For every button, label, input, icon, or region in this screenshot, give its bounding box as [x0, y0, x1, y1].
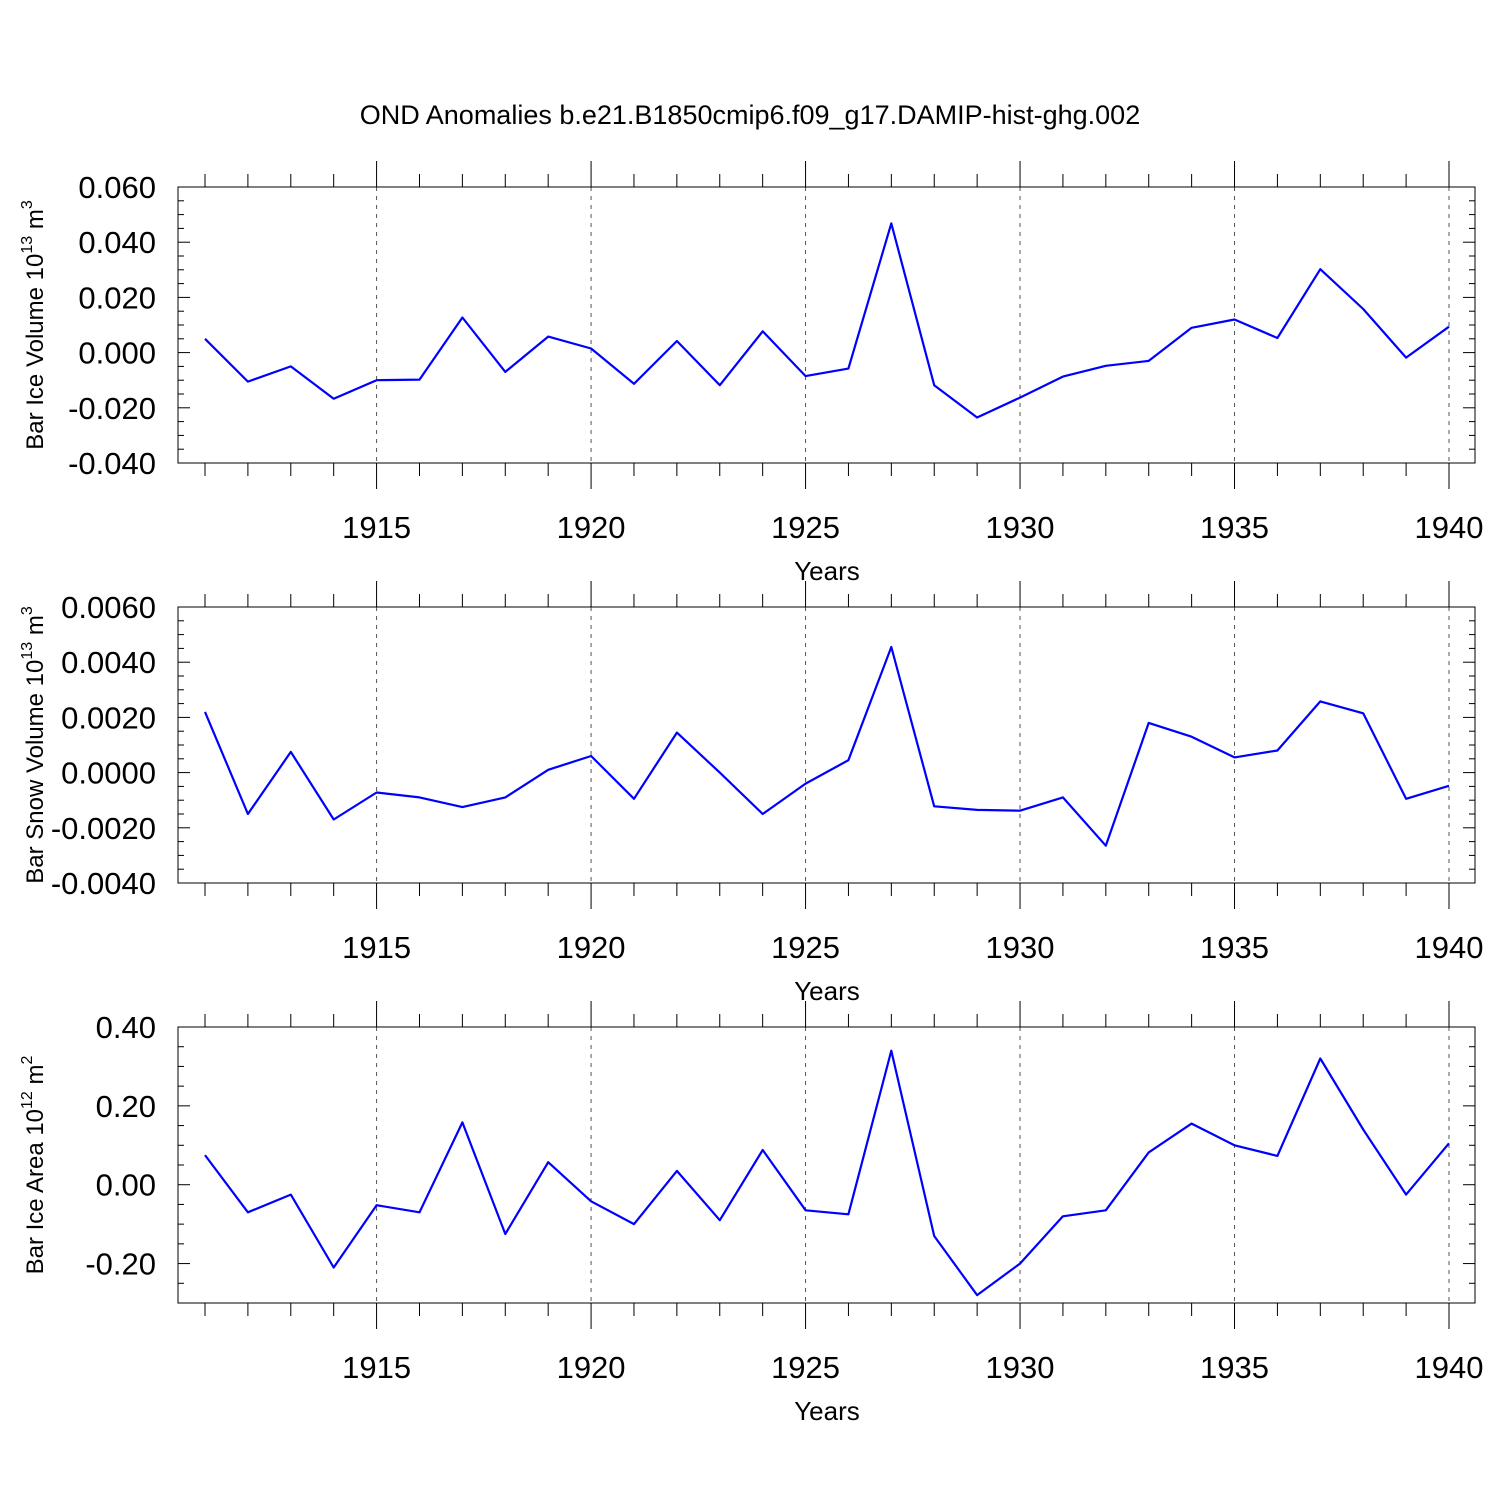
y-tick-label: 0.040 [78, 225, 156, 260]
y-tick-label: -0.040 [68, 446, 156, 481]
x-tick-label: 1915 [342, 510, 411, 545]
plot-frame [177, 1026, 1476, 1304]
x-tick-label: 1935 [1200, 510, 1269, 545]
chart-panels: -0.040 -0.020 0.000 0.020 0.040 0.060 1915 1920… [19, 161, 1483, 1426]
y-tick-label: 0.40 [96, 1010, 156, 1045]
y-tick-label: 0.0060 [61, 590, 156, 625]
y-tick-label: 0.060 [78, 170, 156, 205]
x-tick-label: 1935 [1200, 930, 1269, 965]
x-axis-label: Years [794, 1396, 860, 1426]
plot-frame [177, 606, 1476, 884]
panel-3: -0.20 0.00 0.20 0.40 1915 1920 1925 1930 1935 194… [19, 1001, 1483, 1426]
x-tick-label: 1930 [986, 930, 1055, 965]
panel-2: -0.0040 -0.0020 0.0000 0.0020 0.0040 0.0060 19… [19, 581, 1483, 1006]
y-tick-label: 0.020 [78, 280, 156, 315]
x-axis-label: Years [794, 976, 860, 1006]
panel-1: -0.040 -0.020 0.000 0.020 0.040 0.060 1915 1920… [19, 161, 1483, 586]
x-tick-label: 1920 [557, 510, 626, 545]
x-tick-label: 1925 [771, 930, 840, 965]
plot-frame [177, 186, 1476, 464]
y-tick-label: 0.00 [96, 1168, 156, 1203]
x-tick-label: 1940 [1415, 1350, 1484, 1385]
series-line [204, 1049, 1450, 1297]
y-tick-label: -0.020 [68, 391, 156, 426]
y-axis-label: Bar Snow Volume 1013 m3 [19, 606, 49, 884]
series-line [204, 222, 1450, 419]
y-tick-label: 0.0040 [61, 645, 156, 680]
y-axis-label: Bar Ice Area 1012 m2 [19, 1056, 49, 1275]
x-tick-label: 1940 [1415, 930, 1484, 965]
y-tick-label: -0.0020 [51, 811, 156, 846]
y-axis-label: Bar Ice Volume 1013 m3 [19, 200, 49, 450]
y-tick-label: -0.0040 [51, 866, 156, 901]
x-tick-label: 1925 [771, 1350, 840, 1385]
x-tick-label: 1930 [986, 1350, 1055, 1385]
x-tick-label: 1940 [1415, 510, 1484, 545]
y-tick-label: 0.000 [78, 336, 156, 371]
x-tick-label: 1920 [557, 930, 626, 965]
x-tick-label: 1915 [342, 930, 411, 965]
y-tick-label: 0.20 [96, 1089, 156, 1124]
y-tick-label: 0.0020 [61, 700, 156, 735]
y-tick-label: 0.0000 [61, 756, 156, 791]
x-tick-label: 1920 [557, 1350, 626, 1385]
x-tick-label: 1915 [342, 1350, 411, 1385]
y-tick-label: -0.20 [85, 1247, 156, 1282]
series-line [203, 645, 1450, 847]
x-tick-label: 1930 [986, 510, 1055, 545]
chart-title: OND Anomalies b.e21.B1850cmip6.f09_g17.D… [360, 100, 1140, 130]
x-tick-label: 1925 [771, 510, 840, 545]
x-axis-label: Years [794, 556, 860, 586]
x-tick-label: 1935 [1200, 1350, 1269, 1385]
